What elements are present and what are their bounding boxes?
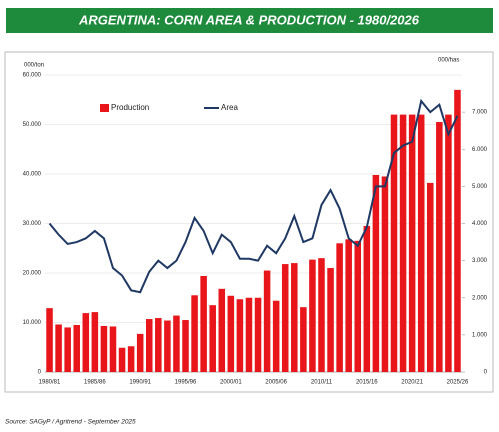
y-tick-label: 30.000 [23, 221, 42, 227]
bar [300, 307, 307, 372]
bar [291, 263, 298, 372]
legend-swatch [100, 104, 109, 112]
y-tick-label: 40.000 [23, 172, 42, 178]
bar [64, 327, 71, 372]
y2-tick-label: 3.000 [472, 258, 488, 264]
bar [281, 264, 289, 372]
x-tick-label: 1980/81 [39, 380, 61, 386]
bar [427, 182, 434, 372]
y2-tick-label: 6.000 [472, 147, 488, 153]
bar [336, 243, 343, 372]
bar [363, 225, 371, 372]
bar [100, 325, 108, 372]
bar [91, 312, 99, 372]
bar [390, 114, 398, 372]
y2-tick-label: 7.000 [472, 110, 488, 116]
bar [173, 315, 180, 372]
legend-label: Area [221, 103, 238, 112]
x-tick-label: 1995/96 [175, 380, 197, 386]
x-tick-label: 2010/11 [311, 380, 333, 386]
bar [318, 258, 325, 372]
bar [209, 305, 216, 372]
bar [109, 326, 117, 372]
bar [145, 319, 153, 372]
bar [454, 89, 461, 372]
y-tick-label: 0 [38, 370, 42, 376]
bar [155, 318, 162, 372]
x-tick-label: 1990/91 [129, 380, 151, 386]
bar [372, 174, 380, 372]
y-tick-label: 20.000 [23, 271, 42, 277]
legend-label: Production [111, 103, 149, 112]
bar [272, 300, 280, 372]
bar [200, 275, 207, 372]
bar [381, 176, 389, 372]
y-tick-label: 10.000 [23, 320, 42, 326]
x-tick-label: 2015/16 [356, 380, 378, 386]
bar [408, 114, 416, 372]
x-tick-label: 2000/01 [220, 380, 242, 386]
x-tick-label: 2005/06 [265, 380, 287, 386]
chart-frame [4, 51, 494, 393]
x-tick-label: 2020/21 [401, 380, 423, 386]
bar [218, 288, 226, 372]
bar [73, 324, 80, 372]
bar [236, 299, 244, 372]
bar [436, 122, 443, 373]
bar [164, 320, 171, 372]
y2-tick-label: 5.000 [472, 184, 488, 190]
y-axis-label: 000/ton [24, 63, 44, 69]
x-tick-label: 2025/26 [447, 380, 469, 386]
source-note: Source: SAGyP / Agritrend - September 20… [5, 419, 136, 426]
y2-tick-label: 4.000 [472, 221, 488, 227]
y2-axis-label: 000/has [438, 58, 459, 64]
y2-tick-label: 1.000 [472, 332, 488, 338]
bar [55, 324, 62, 372]
bar [309, 259, 316, 372]
bar [136, 333, 144, 372]
chart-title: ARGENTINA: CORN AREA & PRODUCTION - 1980… [78, 12, 420, 27]
title-banner [6, 8, 493, 33]
area-line [48, 98, 459, 294]
bar [354, 240, 362, 372]
y-tick-label: 60.000 [23, 73, 42, 79]
bar [399, 114, 407, 372]
bar [345, 239, 352, 372]
bar [327, 268, 334, 372]
x-tick-label: 1985/86 [84, 380, 106, 386]
bar [245, 297, 253, 372]
bar [445, 114, 452, 372]
y2-tick-label: 0 [484, 370, 488, 376]
bar [254, 297, 262, 372]
bar [118, 347, 126, 372]
bar [127, 346, 135, 372]
bar [46, 308, 53, 372]
bar [182, 320, 189, 372]
y-tick-label: 50.000 [23, 122, 42, 128]
y2-tick-label: 2.000 [472, 295, 488, 301]
bar [82, 313, 90, 372]
bar [191, 295, 198, 372]
bar [263, 270, 271, 372]
bar [417, 114, 425, 372]
bar [227, 295, 235, 372]
